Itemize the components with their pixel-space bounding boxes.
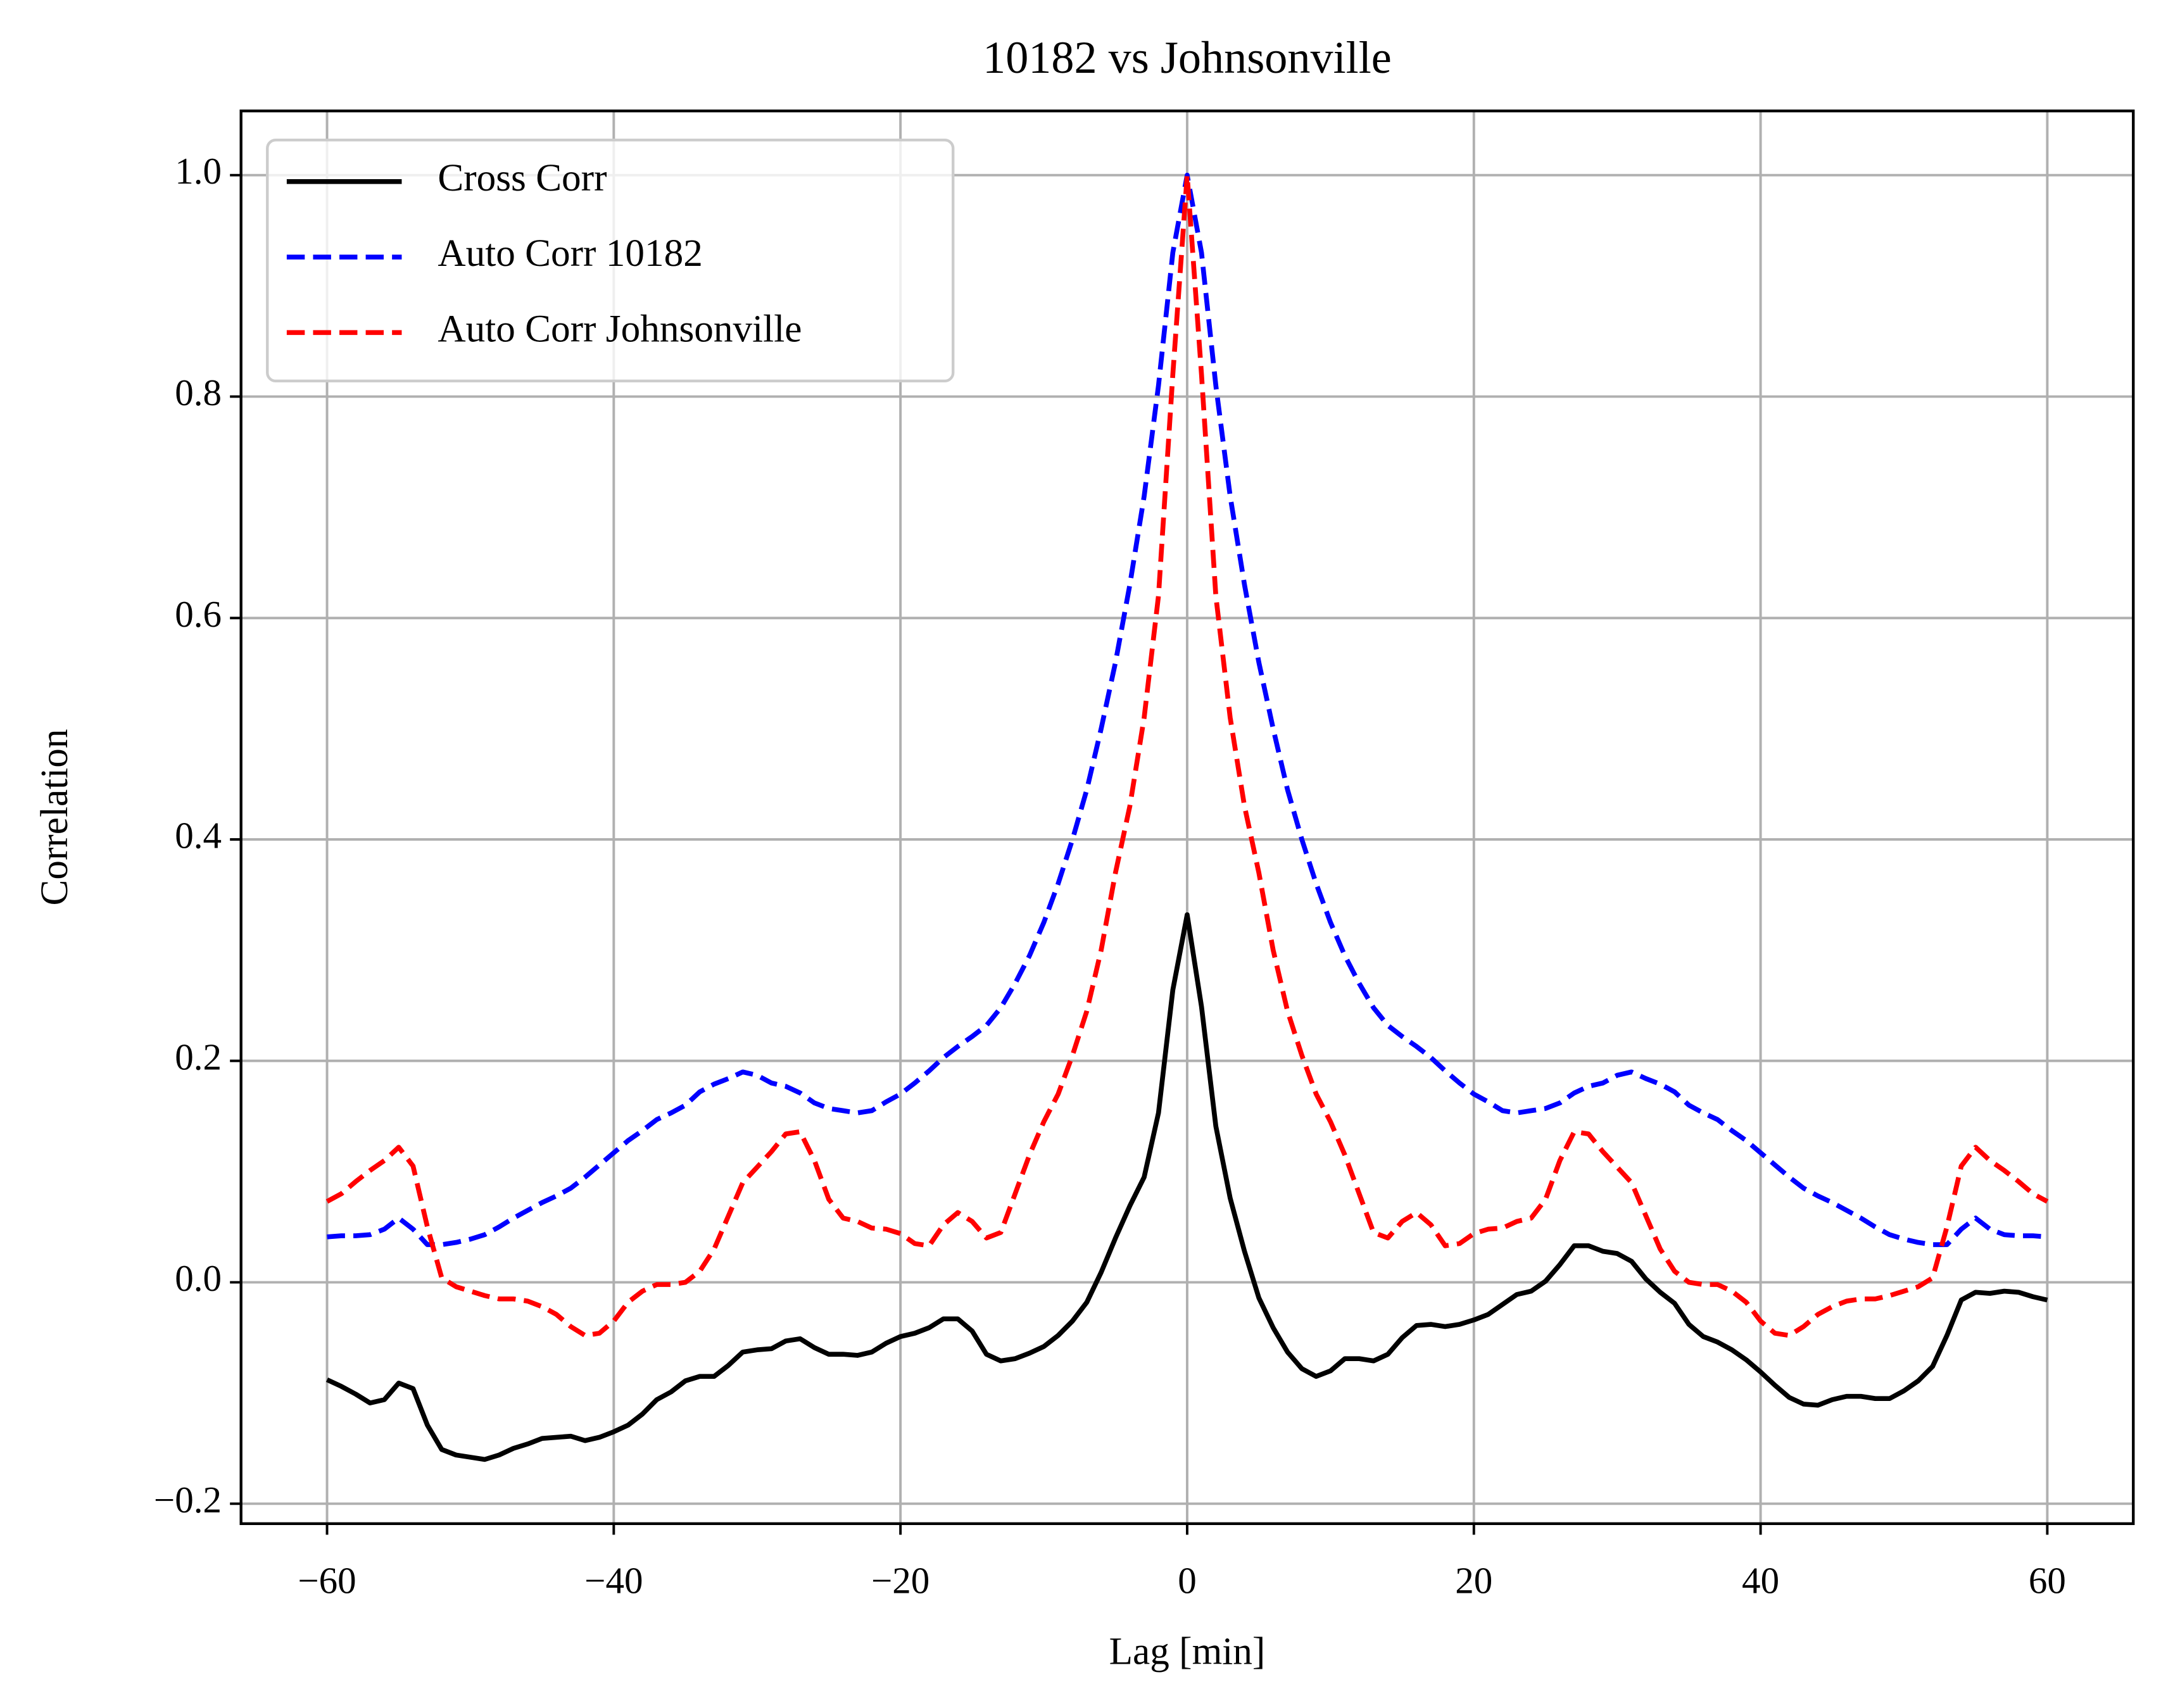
legend-box	[266, 138, 955, 383]
y-tick-label: 1.0	[175, 150, 222, 192]
y-tick-label: 0.6	[175, 593, 222, 635]
legend-label: Auto Corr 10182	[438, 232, 703, 275]
data-line	[325, 172, 2049, 1338]
data-line	[325, 912, 2048, 1462]
y-tick-label: 0.2	[175, 1036, 222, 1077]
x-tick-label: −40	[584, 1560, 643, 1602]
y-tick-label: −0.2	[154, 1479, 222, 1521]
legend-label: Cross Corr	[438, 156, 607, 199]
y-tick-label: 0.8	[175, 372, 222, 413]
x-tick-label: −60	[298, 1560, 356, 1602]
data-line	[327, 172, 2048, 1247]
x-tick-label: 40	[1742, 1560, 1779, 1602]
y-axis-label: Correlation	[33, 729, 76, 906]
x-tick-label: 0	[1178, 1560, 1197, 1602]
y-tick-label: 0.4	[175, 815, 222, 857]
x-tick-label: 60	[2029, 1560, 2066, 1602]
x-axis-label: Lag [min]	[1109, 1630, 1266, 1673]
chart-title: 10182 vs Johnsonville	[983, 32, 1392, 83]
plot-frame	[239, 110, 2135, 1525]
legend-label: Auto Corr Johnsonville	[438, 307, 802, 350]
x-tick-label: −20	[871, 1560, 929, 1602]
x-tick-label: 20	[1455, 1560, 1492, 1602]
y-tick-label: 0.0	[175, 1257, 222, 1299]
